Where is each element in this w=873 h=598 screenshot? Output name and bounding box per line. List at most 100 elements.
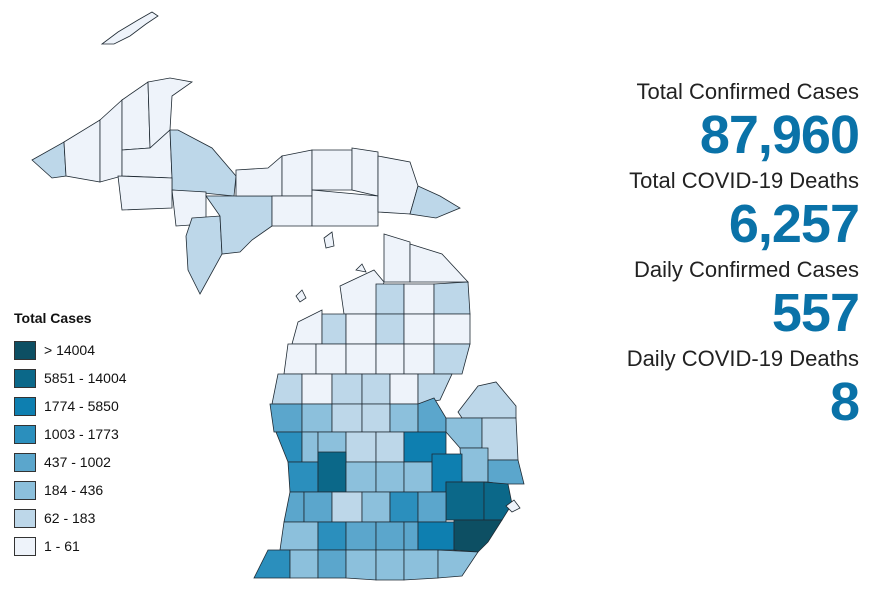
county: [409, 185, 461, 219]
county: [403, 461, 433, 493]
legend-label: 5851 - 14004: [44, 370, 127, 386]
county: [345, 313, 377, 345]
total-cases-value: 87,960: [699, 105, 860, 165]
county: [361, 491, 391, 523]
legend-label: 1774 - 5850: [44, 398, 119, 414]
total-cases-label: Total Confirmed Cases: [636, 79, 859, 104]
county: [31, 141, 67, 179]
county: [377, 155, 419, 215]
county: [317, 521, 347, 551]
county: [483, 481, 513, 521]
county: [409, 243, 469, 283]
county: [375, 431, 405, 463]
isle-royale: [100, 11, 159, 45]
legend-swatch: [14, 424, 36, 444]
legend-label: 1 - 61: [44, 538, 80, 554]
county: [361, 373, 391, 405]
county: [283, 491, 305, 523]
legend-swatch: [14, 396, 36, 416]
county: [383, 233, 411, 283]
county: [345, 431, 377, 463]
county: [433, 313, 471, 345]
county: [345, 549, 377, 581]
county: [403, 313, 435, 345]
county: [345, 521, 377, 551]
legend-title: Total Cases: [14, 310, 92, 326]
county: [453, 519, 503, 553]
lower-peninsula: [253, 233, 525, 581]
county: [389, 373, 419, 405]
county: [317, 549, 347, 579]
county: [269, 403, 303, 433]
county: [301, 403, 333, 433]
county: [403, 343, 435, 375]
county: [317, 451, 347, 493]
legend-item: 1003 - 1773: [14, 420, 184, 448]
county: [185, 215, 223, 295]
legend-swatch: [14, 536, 36, 556]
county: [375, 549, 405, 581]
legend-label: 1003 - 1773: [44, 426, 119, 442]
county: [375, 283, 405, 315]
county: [437, 549, 479, 579]
upper-peninsula: [31, 77, 461, 295]
county: [375, 343, 405, 375]
total-deaths-value: 6,257: [728, 194, 860, 254]
county: [417, 397, 447, 433]
legend-item: 1774 - 5850: [14, 392, 184, 420]
map-legend: Total Cases > 14004 5851 - 14004 1774 - …: [14, 310, 184, 560]
legend-swatch: [14, 340, 36, 360]
county: [63, 119, 101, 183]
county: [457, 381, 517, 419]
county: [301, 373, 333, 405]
county: [235, 155, 283, 197]
county: [311, 149, 353, 191]
legend-item: 184 - 436: [14, 476, 184, 504]
legend-label: 437 - 1002: [44, 454, 111, 470]
county: [287, 461, 319, 493]
county: [271, 373, 303, 405]
legend-label: > 14004: [44, 342, 95, 358]
county: [121, 81, 151, 151]
county: [389, 403, 419, 433]
legend-swatch: [14, 480, 36, 500]
county: [445, 481, 485, 521]
county: [361, 403, 391, 433]
county: [445, 417, 483, 449]
county: [433, 281, 471, 315]
island: [323, 231, 335, 249]
county: [345, 343, 377, 375]
legend-items: > 14004 5851 - 14004 1774 - 5850 1003 - …: [14, 336, 184, 560]
county: [301, 431, 319, 463]
county: [291, 309, 323, 345]
total-deaths-label: Total COVID-19 Deaths: [629, 168, 859, 193]
county: [403, 549, 439, 581]
stats-panel: Total Confirmed Cases 87,960 Total COVID…: [599, 78, 860, 434]
legend-item: 1 - 61: [14, 532, 184, 560]
county: [303, 491, 333, 523]
county: [375, 313, 405, 345]
legend-item: > 14004: [14, 336, 184, 364]
legend-swatch: [14, 368, 36, 388]
county: [389, 491, 419, 523]
daily-cases-label: Daily Confirmed Cases: [634, 257, 859, 282]
county: [311, 189, 379, 227]
county: [289, 549, 319, 579]
daily-deaths-label: Daily COVID-19 Deaths: [626, 346, 859, 371]
county: [271, 195, 313, 227]
daily-cases-value: 557: [771, 283, 860, 343]
legend-item: 437 - 1002: [14, 448, 184, 476]
county: [281, 149, 313, 197]
county: [487, 459, 525, 485]
county: [117, 175, 173, 211]
county: [331, 491, 363, 523]
legend-swatch: [14, 452, 36, 472]
county: [315, 343, 347, 375]
county: [331, 373, 363, 405]
county: [321, 313, 347, 345]
county: [459, 447, 489, 483]
island: [355, 263, 367, 273]
county: [417, 491, 447, 523]
county: [279, 521, 319, 551]
county: [169, 129, 237, 197]
